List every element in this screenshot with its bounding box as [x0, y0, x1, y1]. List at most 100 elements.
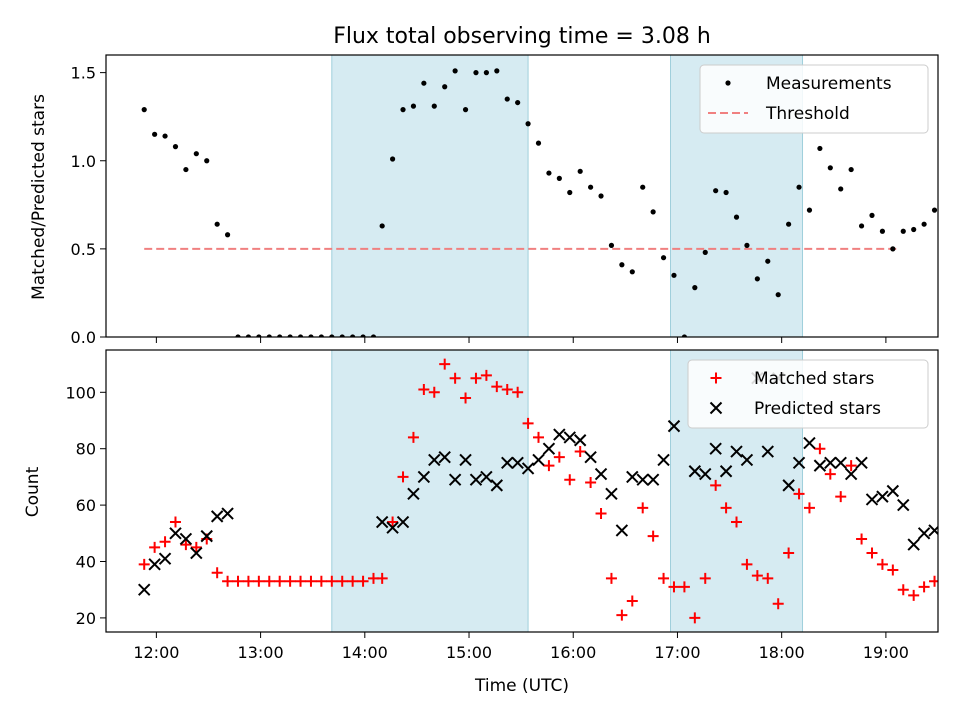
predicted-star-point [688, 465, 702, 478]
matched-star-point [480, 369, 492, 381]
predicted-star-point [396, 515, 410, 529]
bottom-y-tick-label: 100 [65, 383, 96, 402]
measurement-point [931, 207, 938, 213]
x-tick-label: 14:00 [342, 643, 388, 662]
measurement-point [629, 269, 635, 275]
top-y-tick-label: 0.0 [71, 328, 96, 347]
matched-star-point [772, 598, 784, 610]
predicted-star-point [573, 434, 587, 447]
predicted-star-point [200, 529, 213, 543]
matched-star-point [595, 508, 607, 520]
measurement-point [911, 226, 917, 233]
predicted-star-point [594, 467, 608, 481]
predicted-star-point [646, 473, 660, 486]
predicted-star-point [657, 453, 670, 467]
matched-star-point [149, 541, 161, 553]
matched-star-point [647, 530, 659, 542]
measurement-point [204, 158, 210, 164]
top-axes-frame [105, 54, 939, 338]
measurement-point [556, 175, 562, 181]
predicted-star-point [375, 515, 389, 529]
predicted-star-point [792, 456, 806, 470]
measurement-point [473, 70, 479, 76]
measurement-point [796, 184, 802, 190]
predicted-star-point [803, 436, 816, 450]
matched-star-point [866, 547, 878, 559]
legend-x-marker [709, 401, 723, 415]
predicted-star-point [928, 524, 938, 537]
predicted-star-point [907, 538, 920, 551]
matched-star-point [897, 584, 909, 596]
matched-star-point [824, 468, 836, 480]
matched-star-point [222, 575, 234, 587]
matched-star-point [460, 392, 472, 404]
measurement-point [598, 193, 604, 199]
predicted-star-point [469, 473, 483, 486]
matched-star-point [616, 609, 628, 621]
matched-star-point [512, 386, 524, 398]
legend-label: Threshold [765, 104, 850, 124]
matched-star-point [626, 595, 638, 607]
predicted-star-point [386, 521, 399, 534]
bottom-y-tick-label: 60 [76, 496, 96, 515]
measurement-point [671, 272, 677, 278]
predicted-star-point [169, 527, 182, 540]
measurement-point [806, 207, 813, 213]
predicted-star-point [210, 510, 224, 523]
bottom-legend-box [687, 359, 929, 429]
measurement-point [483, 70, 489, 76]
measurement-point [754, 276, 760, 282]
matched-star-point [803, 502, 815, 514]
predicted-star-point [730, 445, 743, 458]
measurement-point [858, 223, 865, 229]
measurement-point [329, 334, 335, 337]
matched-star-point [741, 558, 753, 570]
matched-star-point [564, 474, 576, 486]
measurement-point [141, 107, 147, 113]
legend-label: Predicted stars [754, 399, 881, 419]
predicted-star-point [615, 524, 629, 537]
measurement-point [650, 209, 656, 215]
measurement-point [287, 334, 293, 337]
matched-star-point [845, 460, 857, 472]
predicted-star-point [719, 465, 733, 478]
predicted-star-point [950, 497, 960, 508]
matched-star-point [720, 502, 732, 514]
matched-star-point [751, 570, 763, 582]
measurement-point [681, 334, 688, 337]
measurement-point [504, 96, 510, 102]
measurement-point [765, 258, 771, 264]
matched-star-point [326, 575, 338, 587]
measurement-point [848, 166, 854, 173]
measurement-point [921, 221, 927, 227]
measurement-point [410, 103, 417, 109]
predicted-star-point [553, 428, 566, 441]
predicted-star-point [865, 493, 879, 506]
predicted-star-point [532, 453, 545, 467]
matched-star-point [783, 547, 795, 559]
top-y-tick-label: 1.0 [71, 152, 96, 171]
measurement-point [214, 221, 220, 227]
predicted-star-point [563, 431, 576, 444]
predicted-star-point [709, 442, 722, 455]
bottom-y-tick-label: 20 [76, 609, 96, 628]
predicted-star-point [490, 479, 504, 492]
measurement-point [297, 334, 304, 337]
matched-star-point [387, 516, 399, 528]
measurement-point [452, 68, 458, 74]
measurement-point [277, 334, 283, 337]
top-y-axis-label: Matched/Predicted stars [29, 94, 49, 300]
predicted-star-point [448, 473, 462, 486]
x-tick-label: 15:00 [446, 643, 492, 662]
matched-star-point [658, 572, 670, 584]
measurement-point [515, 99, 521, 106]
measurement-point [370, 334, 377, 337]
measurement-point [400, 107, 406, 113]
predicted-star-point [886, 484, 900, 498]
matched-star-point [835, 491, 847, 503]
predicted-star-point [813, 459, 827, 472]
measurement-point [183, 166, 189, 173]
measurement-point [786, 221, 792, 227]
matched-star-point [929, 575, 938, 587]
